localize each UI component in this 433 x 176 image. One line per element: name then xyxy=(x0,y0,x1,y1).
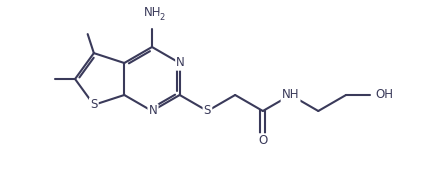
Text: 2: 2 xyxy=(159,13,165,22)
Text: S: S xyxy=(90,98,97,111)
Text: NH: NH xyxy=(144,6,162,19)
Text: OH: OH xyxy=(375,89,393,102)
Text: S: S xyxy=(204,105,211,118)
Text: N: N xyxy=(149,105,157,118)
Text: NH: NH xyxy=(282,89,299,102)
Text: O: O xyxy=(258,134,268,147)
Text: N: N xyxy=(176,56,185,70)
